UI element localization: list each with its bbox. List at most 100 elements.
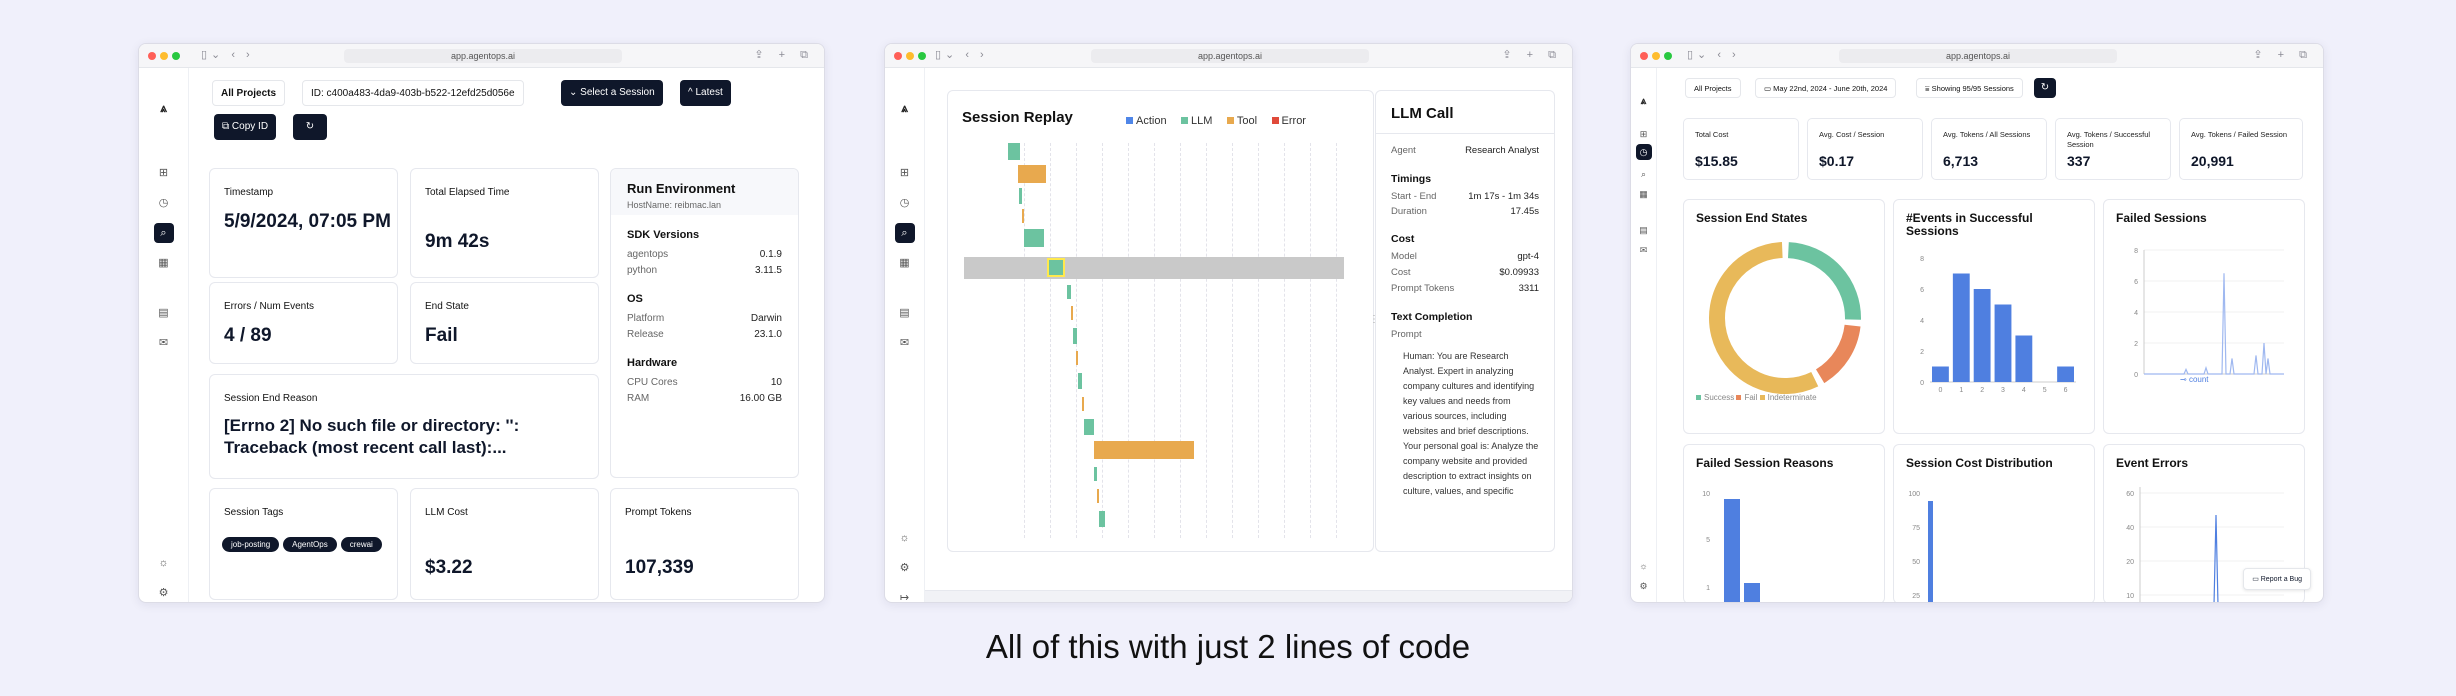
share-icon[interactable]: ⇪ + ⧉ (2253, 49, 2313, 61)
llm-cost-label: LLM Cost (425, 507, 468, 518)
docs-icon[interactable]: ▤ (158, 307, 169, 319)
logout-icon[interactable]: ↦ (899, 592, 910, 603)
history-icon[interactable]: ◷ (1635, 144, 1652, 160)
end-states-donut[interactable] (1694, 238, 1876, 408)
completion-title: Text Completion (1391, 311, 1473, 323)
theme-icon[interactable]: ☼ (1639, 561, 1648, 571)
refresh-button[interactable]: ↻ (2034, 78, 2056, 98)
replay-event-bar[interactable] (1078, 373, 1082, 389)
url-bar[interactable]: app.agentops.ai (1091, 49, 1369, 63)
refresh-button[interactable]: ↻ (293, 114, 327, 140)
replay-event-bar[interactable] (1067, 285, 1071, 299)
minimize-dot[interactable] (160, 52, 168, 60)
failed-reasons-chart[interactable]: 10 5 1 (1694, 479, 1874, 603)
hardware-title: Hardware (627, 357, 678, 369)
select-session-button[interactable]: ⌄ Select a Session (561, 80, 663, 106)
settings-icon[interactable]: ⚙ (1639, 581, 1648, 591)
docs-icon[interactable]: ▤ (1639, 225, 1648, 235)
minimize-dot[interactable] (1652, 52, 1660, 60)
report-bug-label: Report a Bug (2260, 576, 2302, 583)
all-projects-button[interactable]: All Projects (1685, 78, 1741, 98)
logout-icon[interactable]: ↦ (1634, 596, 1654, 602)
x-tick-label: 5 (2043, 387, 2047, 394)
failed-sessions-chart[interactable]: 0 2 4 6 8 (2114, 234, 2294, 394)
chart-title: Event Errors (2116, 456, 2189, 470)
nav-icons[interactable]: ▯⌄ ‹ › (1687, 49, 1740, 61)
url-bar[interactable]: app.agentops.ai (344, 49, 622, 63)
history-icon[interactable]: ◷ (899, 197, 910, 209)
y-tick-label: 75 (1912, 525, 1920, 532)
nav-icons[interactable]: ▯⌄ ‹ › (935, 49, 988, 61)
x-tick-label: 1 (1959, 387, 1963, 394)
replay-event-bar[interactable] (1018, 165, 1046, 183)
replay-event-bar[interactable] (1094, 467, 1097, 481)
share-icon[interactable]: ⇪ + ⧉ (754, 49, 814, 61)
replay-event-bar[interactable] (1097, 489, 1099, 503)
docs-icon[interactable]: ▤ (899, 307, 910, 319)
all-projects-button[interactable]: All Projects (212, 80, 286, 106)
overview-icon[interactable]: ⊞ (158, 167, 169, 179)
maximize-dot[interactable] (918, 52, 926, 60)
table-icon[interactable]: ▦ (1639, 189, 1648, 199)
replay-event-bar[interactable] (1022, 209, 1024, 223)
drag-handle-icon[interactable]: ⋮ (1369, 314, 1379, 325)
chart-title: Session Cost Distribution (1906, 456, 2053, 470)
table-icon[interactable]: ▦ (158, 257, 169, 269)
chat-icon[interactable]: ✉ (899, 337, 910, 349)
kpi-value: 20,991 (2191, 153, 2234, 169)
latest-button[interactable]: ^ Latest (680, 80, 731, 106)
maximize-dot[interactable] (172, 52, 180, 60)
chat-icon[interactable]: ✉ (158, 337, 169, 349)
agentops-logo-icon[interactable]: ⩓ (901, 101, 908, 115)
replay-event-bar[interactable] (1099, 511, 1105, 527)
event-errors-chart[interactable]: 60 40 20 10 (2114, 479, 2294, 603)
replay-event-bar[interactable] (1071, 306, 1073, 320)
close-dot[interactable] (1640, 52, 1648, 60)
close-dot[interactable] (148, 52, 156, 60)
table-icon[interactable]: ▦ (899, 257, 910, 269)
date-range-picker[interactable]: ▭ May 22nd, 2024 - June 20th, 2024 (1755, 78, 1897, 98)
chat-icon[interactable]: ✉ (1639, 245, 1648, 255)
session-filter[interactable]: ⩸ Showing 95/95 Sessions (1916, 78, 2023, 98)
replay-event-bar[interactable] (1076, 351, 1078, 365)
replay-timeline[interactable] (964, 143, 1348, 538)
replay-event-bar[interactable] (1008, 143, 1020, 160)
session-replay-window: ▯⌄ ‹ › app.agentops.ai ⇪ + ⧉ ⩓ ⊞ ◷ ⌕ ▦ ▤… (884, 43, 1573, 603)
agentops-logo-icon[interactable]: ⩓ (1640, 96, 1647, 107)
settings-icon[interactable]: ⚙ (899, 562, 910, 574)
events-success-chart[interactable]: 0 2 4 6 8 0 1 2 3 4 5 6 (1904, 248, 2084, 408)
cost-distribution-chart[interactable]: 100 75 50 25 (1904, 479, 2084, 603)
theme-icon[interactable]: ☼ (899, 532, 910, 544)
session-drilldown-icon[interactable]: ⌕ (1640, 169, 1647, 179)
url-bar[interactable]: app.agentops.ai (1839, 49, 2117, 63)
maximize-dot[interactable] (1664, 52, 1672, 60)
tag-chip[interactable]: crewai (340, 537, 382, 552)
chat-bubble-icon: ▭ (2252, 576, 2261, 583)
overview-icon[interactable]: ⊞ (1639, 129, 1648, 139)
share-icon[interactable]: ⇪ + ⧉ (1502, 49, 1562, 61)
history-icon[interactable]: ◷ (158, 197, 169, 209)
replay-event-bar[interactable] (1094, 441, 1194, 459)
tag-chip[interactable]: job-posting (222, 537, 280, 552)
report-bug-button[interactable]: ▭ Report a Bug (2243, 568, 2311, 590)
nav-icons[interactable]: ▯⌄ ‹ › (201, 49, 254, 61)
replay-event-bar[interactable] (1082, 397, 1084, 411)
copy-id-button[interactable]: ⧉ Copy ID (214, 114, 277, 140)
tag-chip[interactable]: AgentOps (283, 537, 337, 552)
replay-event-bar[interactable] (1073, 328, 1077, 344)
close-dot[interactable] (894, 52, 902, 60)
replay-event-bar[interactable] (1024, 229, 1044, 247)
selected-llm-event[interactable] (1047, 258, 1065, 277)
replay-event-bar[interactable] (1019, 188, 1022, 204)
session-id-field[interactable]: ID: c400a483-4da9-403b-b522-12efd25d056e (302, 80, 524, 106)
session-drilldown-icon[interactable]: ⌕ (153, 223, 174, 243)
theme-icon[interactable]: ☼ (158, 557, 169, 569)
session-drilldown-icon[interactable]: ⌕ (894, 223, 915, 243)
replay-event-bar[interactable] (1084, 419, 1094, 435)
overview-icon[interactable]: ⊞ (899, 167, 910, 179)
minimize-dot[interactable] (906, 52, 914, 60)
timings-title: Timings (1391, 173, 1432, 185)
horizontal-scrollbar[interactable] (925, 590, 1572, 602)
settings-icon[interactable]: ⚙ (158, 587, 169, 599)
agentops-logo-icon[interactable]: ⩓ (160, 101, 167, 115)
